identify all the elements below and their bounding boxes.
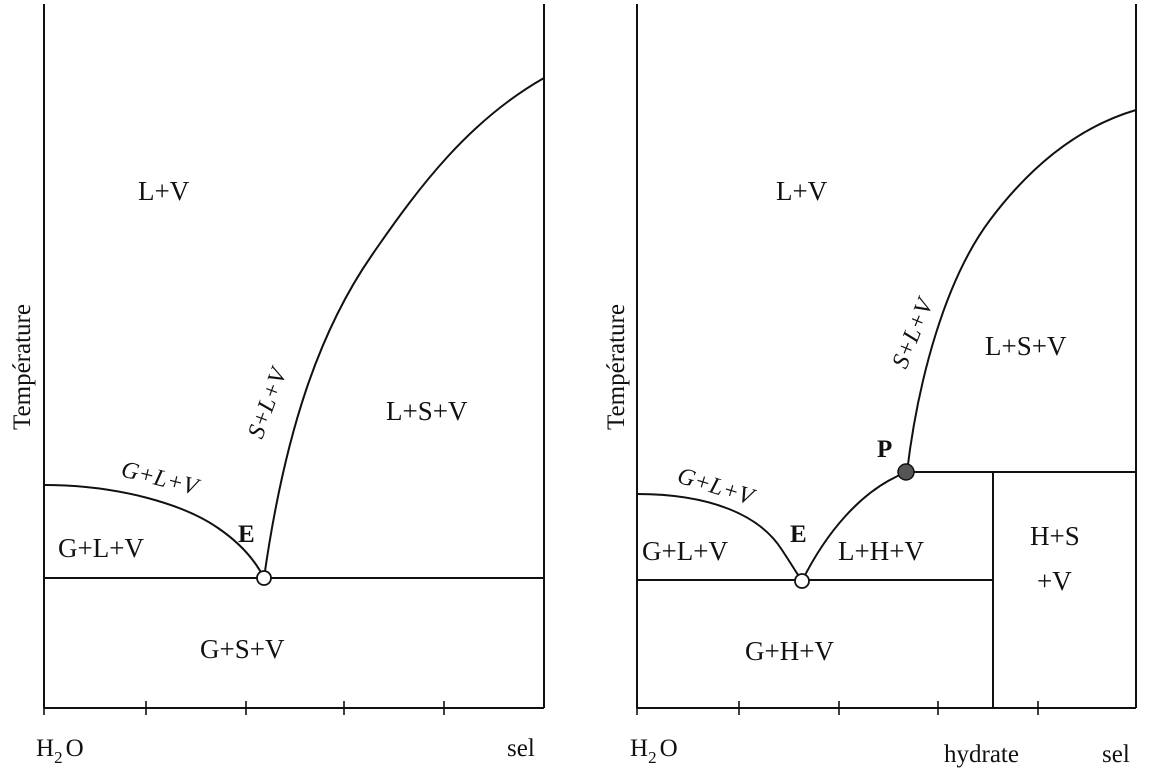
left-xlabel-water: H2 O (36, 735, 84, 767)
left-ice-curve (43, 484, 265, 579)
right-region-top: L+V (776, 176, 828, 206)
right-salt-curve (906, 109, 1137, 473)
left-salt-curve-label: S+L+V (243, 363, 293, 442)
right-hydrate-curve (801, 471, 908, 582)
right-eutectic-point (794, 573, 810, 589)
left-point-E-label: E (238, 521, 255, 548)
right-region-box-line2: +V (1037, 566, 1072, 596)
left-salt-curve (263, 77, 545, 579)
left-ylabel: Température (9, 304, 36, 430)
right-region-middle: L+H+V (838, 536, 924, 566)
left-diagram: Température L+V L+S+V G+L+V G+S+V G+L+V … (9, 4, 545, 767)
right-diagram: Température L+V L+S+V G+L+V L+H+V H+S +V… (603, 4, 1137, 768)
right-xlabel-hydrate: hydrate (944, 741, 1019, 768)
right-x-ticks (636, 701, 1039, 715)
right-region-box-line1: H+S (1030, 521, 1080, 551)
right-point-P-label: P (877, 436, 892, 463)
left-region-bottom: G+S+V (200, 634, 285, 664)
right-salt-curve-label: S+L+V (887, 293, 939, 372)
right-region-right: L+S+V (985, 331, 1067, 361)
left-region-right: L+S+V (386, 396, 468, 426)
right-region-bottom: G+H+V (745, 636, 834, 666)
right-region-bottom-left: G+L+V (642, 536, 728, 566)
right-ylabel: Température (603, 304, 630, 430)
left-region-top: L+V (138, 176, 190, 206)
left-eutectic-point (256, 570, 272, 586)
right-point-E-label: E (790, 521, 807, 548)
right-peritectic-point (897, 463, 915, 481)
right-xlabel-salt: sel (1102, 741, 1130, 768)
right-xlabel-water: H2 O (630, 735, 678, 767)
left-x-ticks (43, 701, 445, 715)
left-xlabel-salt: sel (507, 735, 535, 762)
left-region-bottom-left: G+L+V (58, 533, 144, 563)
right-ice-curve (636, 493, 803, 582)
